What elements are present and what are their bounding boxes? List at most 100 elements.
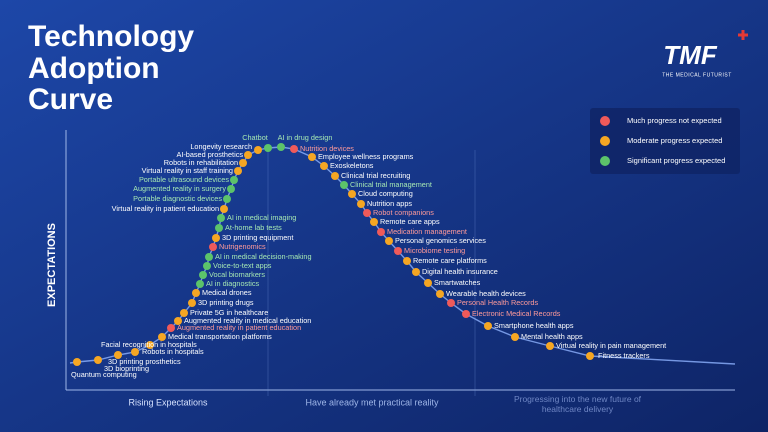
technology-dot (203, 262, 211, 270)
legend-label: Moderate progress expected (627, 136, 722, 145)
technology-label: Smartphone health apps (494, 321, 574, 330)
technology-label: Virtual reality in pain management (556, 341, 666, 350)
technology-label: Clinical trial management (350, 180, 432, 189)
technology-dot (188, 299, 196, 307)
technology-dot (94, 356, 102, 364)
phase-label: Progressing into the new future of healt… (513, 394, 642, 414)
technology-dot (340, 181, 348, 189)
y-axis-label: EXPECTATIONS (46, 223, 58, 307)
technology-label: Remote care platforms (413, 256, 487, 265)
technology-label: Clinical trial recruiting (341, 171, 410, 180)
technology-label: Portable ultrasound devices (139, 175, 229, 184)
technology-label: Nutrition apps (367, 199, 412, 208)
technology-dot (357, 200, 365, 208)
phase-label: Rising Expectations (128, 397, 208, 407)
technology-dot (244, 151, 252, 159)
technology-dot (192, 289, 200, 297)
technology-label: Vocal biomarkers (209, 270, 265, 279)
technology-label: Exoskeletons (330, 161, 374, 170)
technology-dot (215, 224, 223, 232)
technology-label: Medical drones (202, 288, 252, 297)
technology-dot (114, 351, 122, 359)
technology-dot (174, 317, 182, 325)
technology-dot (254, 146, 262, 154)
technology-dot (511, 333, 519, 341)
technology-label: Electronic Medical Records (472, 309, 561, 318)
technology-dot (424, 279, 432, 287)
technology-label: Longevity research (190, 142, 252, 151)
legend-box (590, 108, 740, 174)
technology-label: 3D printing prosthetics (108, 357, 181, 366)
technology-dot (167, 324, 175, 332)
technology-dot (403, 257, 411, 265)
technology-label: Private 5G in healthcare (190, 308, 268, 317)
technology-dot (546, 342, 554, 350)
technology-label: Virtual reality in patient education (112, 204, 219, 213)
technology-dot (290, 145, 298, 153)
technology-dot (447, 299, 455, 307)
technology-dot (412, 268, 420, 276)
technology-label: Quantum computing (71, 370, 137, 379)
technology-dot (331, 172, 339, 180)
title-line: Adoption (28, 52, 160, 85)
legend-label: Much progress not expected (627, 116, 722, 125)
technology-label: Smartwatches (434, 278, 481, 287)
technology-label: Nutrition devices (300, 144, 354, 153)
technology-dot (209, 243, 217, 251)
technology-dot (131, 348, 139, 356)
technology-label: 3D bioprinting (104, 364, 149, 373)
technology-dot (227, 185, 235, 193)
technology-label: Augmented reality in medical education (184, 316, 311, 325)
technology-label: Remote care apps (380, 217, 440, 226)
technology-dot (223, 195, 231, 203)
technology-dot (239, 159, 247, 167)
title-line: Curve (28, 83, 113, 116)
technology-dot (196, 280, 204, 288)
technology-dot (348, 190, 356, 198)
technology-label: AI in medical imaging (227, 213, 296, 222)
technology-dot (320, 162, 328, 170)
technology-dot (146, 341, 154, 349)
technology-dot (484, 322, 492, 330)
technology-dot (234, 167, 242, 175)
legend-label: Significant progress expected (627, 156, 725, 165)
technology-label: AI-based prosthetics (176, 150, 243, 159)
technology-dot (385, 237, 393, 245)
technology-dot (73, 358, 81, 366)
technology-dot (230, 176, 238, 184)
technology-label: Cloud computing (358, 189, 413, 198)
legend-dot (600, 116, 610, 126)
technology-label: AI in drug design (278, 133, 333, 142)
technology-label: Robots in hospitals (142, 347, 204, 356)
technology-label: Chatbot (242, 133, 268, 142)
technology-dot (199, 271, 207, 279)
technology-label: Virtual reality in staff training (142, 166, 233, 175)
technology-label: Facial recognition in hospitals (101, 340, 197, 349)
logo: TMF (663, 40, 718, 70)
technology-dot (264, 144, 272, 152)
technology-dot (308, 153, 316, 161)
technology-label: Personal Health Records (457, 298, 538, 307)
technology-label: AI in diagnostics (206, 279, 259, 288)
technology-label: Personal genomics services (395, 236, 486, 245)
technology-dot (394, 247, 402, 255)
technology-label: Fitness trackers (598, 351, 650, 360)
technology-dot (586, 352, 594, 360)
legend-dot (600, 136, 610, 146)
technology-dot (370, 218, 378, 226)
technology-dot (277, 143, 285, 151)
technology-label: Augmented reality in surgery (133, 184, 226, 193)
title-line: Technology (28, 20, 194, 53)
technology-dot (217, 214, 225, 222)
phase-box: Progressing into the new future of healt… (513, 394, 642, 414)
legend-dot (600, 156, 610, 166)
technology-dot (212, 234, 220, 242)
technology-label: Employee wellness programs (318, 152, 414, 161)
logo-tagline: THE MEDICAL FUTURIST (662, 72, 732, 78)
logo-cross (738, 30, 748, 40)
technology-label: Voice-to-text apps (213, 261, 272, 270)
technology-dot (436, 290, 444, 298)
technology-dot (180, 309, 188, 317)
technology-label: Nutrigenomics (219, 242, 266, 251)
